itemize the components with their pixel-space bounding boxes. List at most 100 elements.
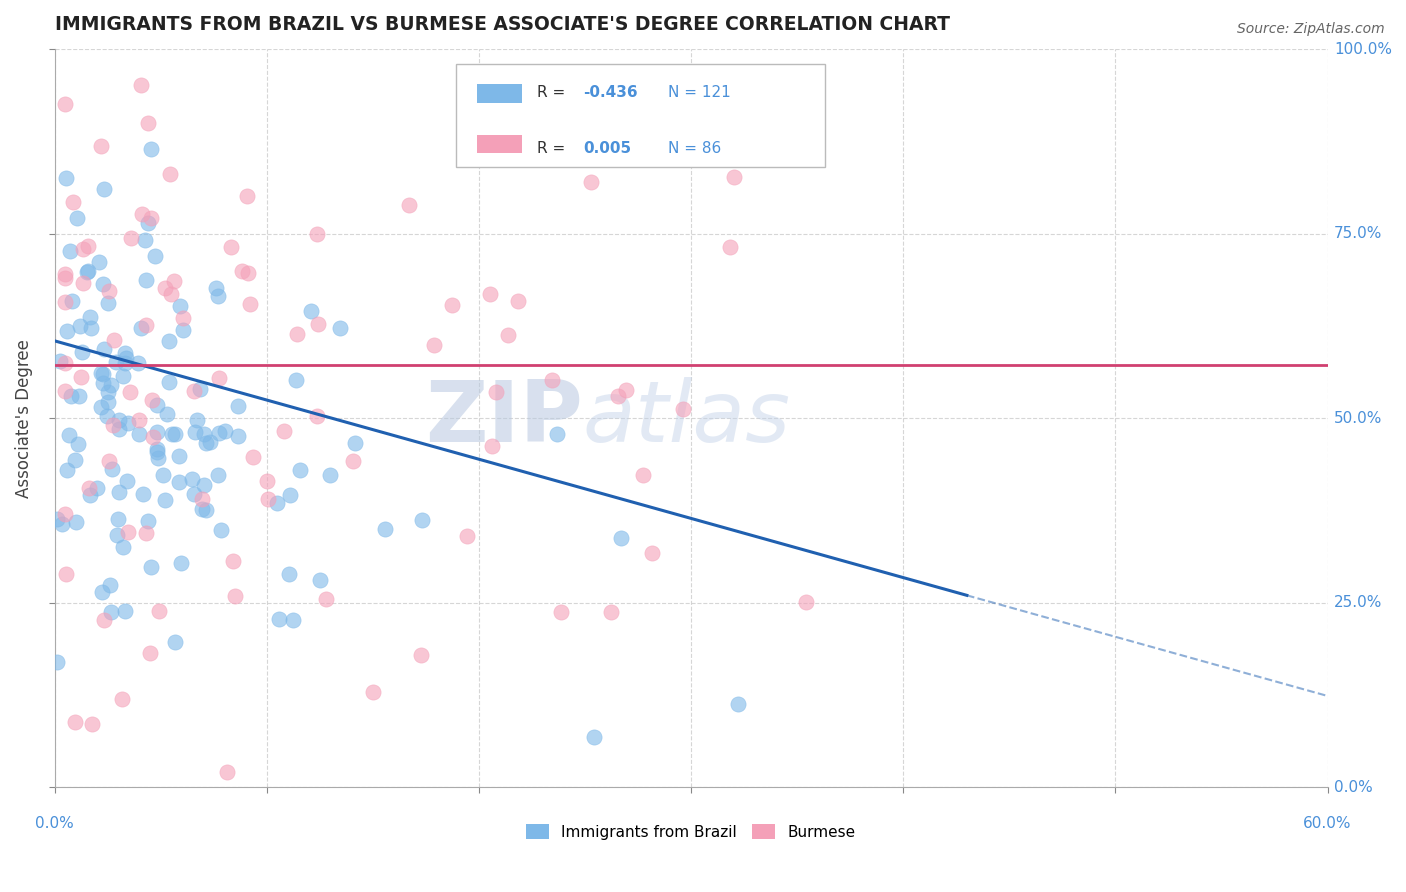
Text: N = 121: N = 121	[668, 86, 731, 101]
Point	[794, 594, 817, 608]
Point	[80, 320, 103, 334]
Point	[285, 326, 308, 341]
Point	[183, 384, 205, 399]
Point	[195, 502, 218, 516]
Y-axis label: Associate's Degree: Associate's Degree	[15, 339, 32, 498]
Point	[198, 434, 221, 449]
Point	[79, 310, 101, 324]
Point	[152, 468, 174, 483]
Point	[93, 613, 115, 627]
Point	[97, 395, 120, 409]
Point	[155, 281, 177, 295]
Point	[139, 646, 162, 660]
Text: 25.0%: 25.0%	[1334, 595, 1382, 610]
Point	[115, 351, 138, 365]
Point	[184, 425, 207, 439]
Point	[114, 356, 136, 370]
Point	[65, 516, 87, 530]
Point	[481, 439, 503, 453]
Point	[479, 287, 502, 301]
Text: R =: R =	[537, 86, 569, 101]
Point	[256, 474, 278, 488]
Point	[56, 324, 79, 338]
Point	[72, 276, 94, 290]
Bar	[477, 135, 522, 153]
Point	[117, 416, 139, 430]
Point	[53, 356, 76, 370]
Point	[236, 188, 259, 202]
Point	[614, 384, 637, 398]
Point	[159, 167, 181, 181]
Point	[141, 392, 163, 407]
Point	[107, 512, 129, 526]
Text: IMMIGRANTS FROM BRAZIL VS BURMESE ASSOCIATE'S DEGREE CORRELATION CHART: IMMIGRANTS FROM BRAZIL VS BURMESE ASSOCI…	[55, 15, 949, 34]
Point	[135, 273, 157, 287]
Point	[117, 524, 139, 539]
Point	[76, 265, 98, 279]
Point	[114, 346, 136, 360]
Point	[145, 398, 167, 412]
Point	[136, 216, 159, 230]
Point	[207, 289, 229, 303]
Text: 0.0%: 0.0%	[1334, 780, 1372, 795]
Point	[138, 515, 160, 529]
Point	[118, 384, 141, 399]
Point	[80, 717, 103, 731]
Point	[541, 373, 564, 387]
Point	[139, 142, 162, 156]
Point	[111, 368, 134, 383]
Point	[167, 475, 190, 489]
Text: N = 86: N = 86	[668, 141, 721, 156]
Point	[67, 388, 90, 402]
Point	[579, 175, 602, 189]
Point	[207, 426, 229, 441]
Point	[70, 345, 93, 359]
Point	[328, 321, 350, 335]
Point	[307, 227, 329, 242]
Point	[157, 334, 180, 348]
Point	[131, 207, 153, 221]
Point	[146, 445, 169, 459]
FancyBboxPatch shape	[456, 64, 825, 168]
Point	[127, 356, 149, 370]
Point	[423, 337, 446, 351]
Point	[139, 560, 162, 574]
Point	[215, 765, 238, 780]
Point	[440, 297, 463, 311]
Point	[53, 270, 76, 285]
Point	[498, 328, 520, 343]
Legend: Immigrants from Brazil, Burmese: Immigrants from Brazil, Burmese	[520, 818, 862, 846]
Point	[640, 546, 662, 560]
Point	[550, 606, 572, 620]
Point	[128, 413, 150, 427]
Point	[97, 384, 120, 399]
Point	[288, 463, 311, 477]
Point	[242, 450, 264, 464]
Point	[65, 211, 87, 226]
Point	[97, 284, 120, 298]
Point	[284, 373, 307, 387]
Point	[236, 266, 259, 280]
Point	[72, 242, 94, 256]
Point	[456, 529, 478, 543]
Point	[191, 492, 214, 507]
Point	[100, 462, 122, 476]
Point	[103, 417, 125, 432]
Point	[181, 472, 204, 486]
Text: 0.0%: 0.0%	[35, 815, 75, 830]
Point	[398, 198, 420, 212]
Point	[139, 211, 162, 225]
Point	[87, 255, 110, 269]
Point	[105, 355, 128, 369]
Point	[183, 487, 205, 501]
Point	[58, 428, 80, 442]
Point	[112, 540, 135, 554]
Point	[186, 413, 208, 427]
Point	[308, 574, 330, 588]
Point	[226, 400, 249, 414]
Point	[257, 492, 280, 507]
Point	[305, 409, 328, 424]
Point	[103, 334, 125, 348]
Point	[111, 691, 134, 706]
Point	[373, 522, 395, 536]
